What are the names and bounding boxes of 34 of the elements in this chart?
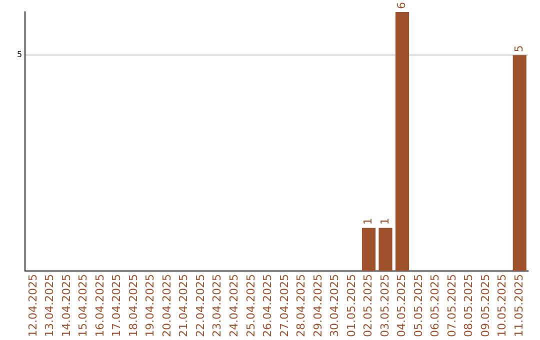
x-tick-label: 12.04.2025: [26, 274, 40, 338]
data-label: 1: [378, 218, 392, 225]
x-tick-label: 19.04.2025: [144, 274, 157, 338]
data-label: 1: [362, 218, 375, 225]
x-tick-label: 04.05.2025: [395, 274, 408, 338]
x-tick-label: 15.04.2025: [76, 274, 90, 338]
x-tick-label: 29.04.2025: [311, 274, 324, 338]
x-tick-label: 02.05.2025: [362, 274, 375, 338]
x-tick-label: 28.04.2025: [294, 274, 308, 338]
x-tick-label: 06.05.2025: [428, 274, 442, 338]
x-tick-label: 26.04.2025: [261, 274, 274, 338]
x-tick-label: 11.05.2025: [512, 274, 526, 338]
x-tick-label: 01.05.2025: [344, 274, 358, 338]
x-tick-label: 14.04.2025: [60, 274, 73, 338]
x-tick-label: 16.04.2025: [93, 274, 106, 338]
x-tick-label: 13.04.2025: [43, 274, 56, 338]
x-tick-label: 08.05.2025: [462, 274, 476, 338]
x-tick-label: 17.04.2025: [110, 274, 124, 338]
x-tick-label: 22.04.2025: [194, 274, 207, 338]
x-tick-label: 20.04.2025: [160, 274, 174, 338]
x-tick-label: 18.04.2025: [126, 274, 140, 338]
x-tick-label: 30.04.2025: [328, 274, 342, 338]
x-tick-label: 24.04.2025: [227, 274, 240, 338]
x-tick-label: 09.05.2025: [478, 274, 492, 338]
x-tick-label: 21.04.2025: [177, 274, 190, 338]
x-tick-label: 05.05.2025: [412, 274, 425, 338]
x-tick-label: 25.04.2025: [244, 274, 258, 338]
x-tick-label: 27.04.2025: [278, 274, 291, 338]
x-tick-label: 07.05.2025: [445, 274, 458, 338]
x-tick-label: 23.04.2025: [210, 274, 224, 338]
data-label: 5: [512, 45, 526, 52]
x-tick-label: 03.05.2025: [378, 274, 392, 338]
data-label: 6: [395, 2, 408, 9]
x-tick-label: 10.05.2025: [496, 274, 509, 338]
